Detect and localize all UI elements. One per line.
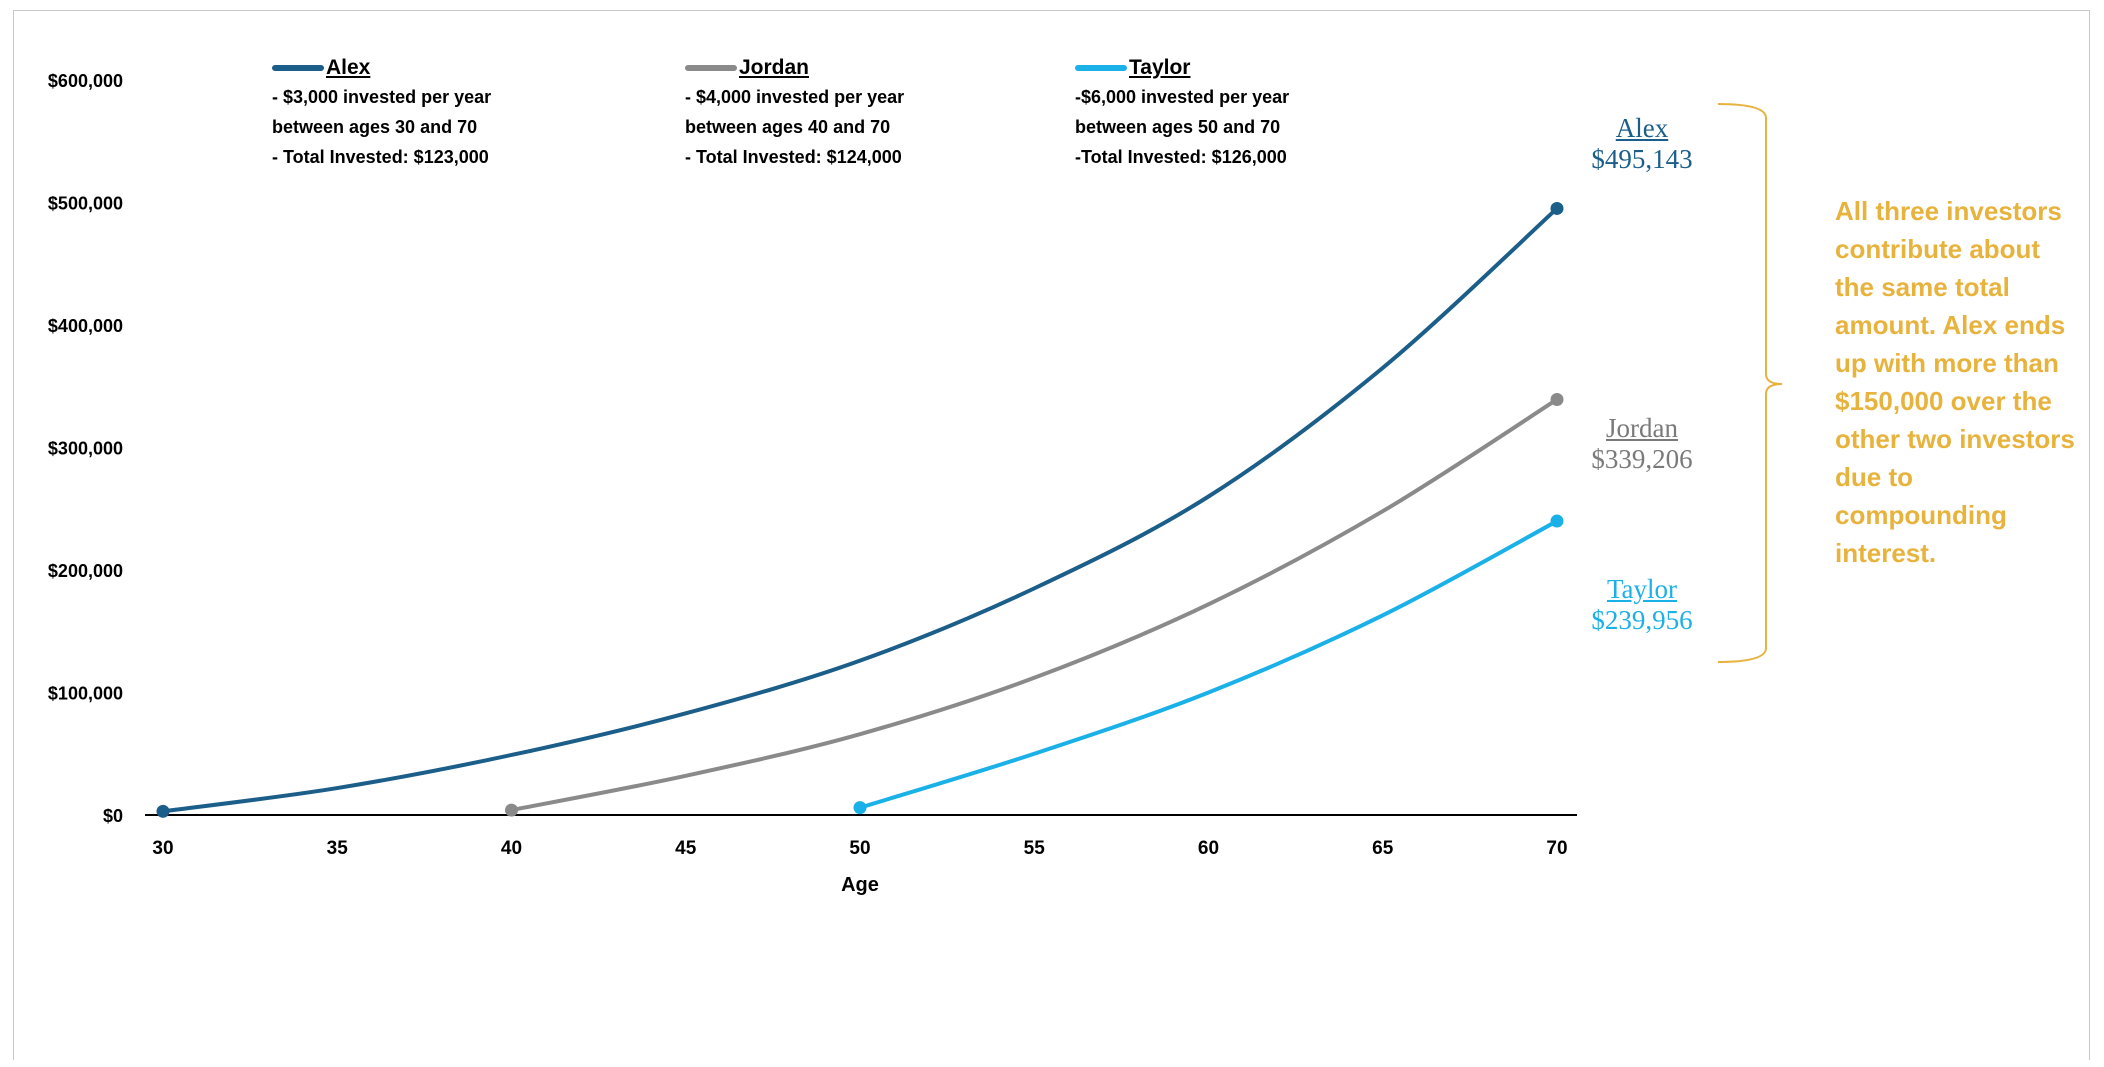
annotation-text: All three investors contribute about the… xyxy=(1835,196,2075,568)
legend-label-taylor: Taylor xyxy=(1129,56,1191,79)
legend-swatch-jordan xyxy=(685,65,737,71)
x-tick-label: 70 xyxy=(1546,838,1567,859)
series-point-taylor-start xyxy=(853,801,867,815)
series-point-alex-start xyxy=(156,804,170,818)
end-label-alex: Alex $495,143 xyxy=(1562,113,1722,175)
y-tick-label: $200,000 xyxy=(48,561,123,581)
x-axis-tick-labels: 30 35 40 45 50 55 60 65 70 xyxy=(152,838,1567,859)
x-tick-label: 60 xyxy=(1198,838,1219,859)
legend-note: - $4,000 invested per year xyxy=(685,87,905,107)
series-point-jordan-end xyxy=(1550,392,1564,406)
legend-label-alex: Alex xyxy=(326,56,371,79)
legend-item-taylor: Taylor -$6,000 invested per year between… xyxy=(1075,54,1289,172)
end-label-value: $339,206 xyxy=(1591,444,1693,474)
y-tick-label: $400,000 xyxy=(48,316,123,336)
x-tick-label: 40 xyxy=(501,838,522,859)
legend-item-alex: Alex - $3,000 invested per year between … xyxy=(272,54,491,172)
y-tick-label: $600,000 xyxy=(48,71,123,91)
x-tick-label: 30 xyxy=(152,838,173,859)
end-label-jordan: Jordan $339,206 xyxy=(1562,413,1722,475)
legend-note: between ages 30 and 70 xyxy=(272,117,478,137)
y-tick-label: $100,000 xyxy=(48,684,123,704)
series-point-jordan-start xyxy=(505,803,518,817)
legend-swatch-alex xyxy=(272,65,324,71)
end-label-value: $239,956 xyxy=(1591,605,1693,635)
x-tick-label: 35 xyxy=(327,838,349,859)
y-tick-label: $500,000 xyxy=(48,194,123,214)
x-tick-label: 50 xyxy=(849,838,870,859)
legend-note: - Total Invested: $124,000 xyxy=(685,147,902,167)
legend-note: between ages 40 and 70 xyxy=(685,117,891,137)
legend-swatch-taylor xyxy=(1075,65,1127,71)
end-label-name: Jordan xyxy=(1606,413,1678,443)
end-label-taylor: Taylor $239,956 xyxy=(1562,574,1722,636)
chart-frame xyxy=(13,10,2090,1060)
y-tick-label: $0 xyxy=(103,806,123,826)
end-label-value: $495,143 xyxy=(1591,144,1693,174)
x-axis-title: Age xyxy=(841,874,879,896)
series-point-alex-end xyxy=(1550,201,1564,215)
x-tick-label: 65 xyxy=(1372,838,1394,859)
series-line-alex xyxy=(162,206,1559,814)
legend-label-jordan: Jordan xyxy=(739,56,810,79)
series-line-taylor xyxy=(859,519,1558,810)
series-lines xyxy=(156,201,1564,818)
x-tick-label: 45 xyxy=(675,838,697,859)
legend-note: -Total Invested: $126,000 xyxy=(1075,147,1287,167)
series-point-taylor-end xyxy=(1550,514,1564,528)
x-tick-label: 55 xyxy=(1024,838,1046,859)
legend-item-jordan: Jordan - $4,000 invested per year betwee… xyxy=(685,54,904,172)
y-tick-label: $300,000 xyxy=(48,439,123,459)
legend-note: between ages 50 and 70 xyxy=(1075,117,1281,137)
end-label-name: Taylor xyxy=(1606,574,1678,604)
legend-note: -$6,000 invested per year xyxy=(1075,87,1290,107)
y-axis-tick-labels: $0 $100,000 $200,000 $300,000 $400,000 $500,0… xyxy=(48,71,123,826)
annotation-brace xyxy=(1717,103,1783,663)
legend-note: - Total Invested: $123,000 xyxy=(272,147,489,167)
legend-note: - $3,000 invested per year xyxy=(272,87,492,107)
series-line-jordan xyxy=(511,397,1559,813)
end-label-name: Alex xyxy=(1615,113,1669,143)
